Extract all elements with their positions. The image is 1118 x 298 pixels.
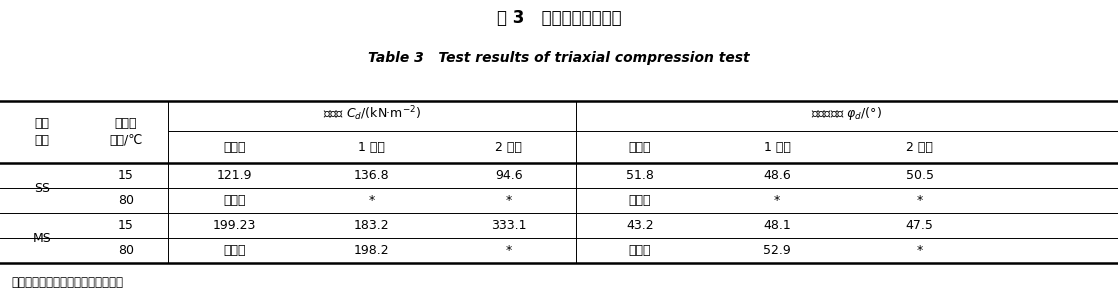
Text: 2 月后: 2 月后 [906,141,934,154]
Text: 43.2: 43.2 [626,219,654,232]
Text: *: * [917,194,922,207]
Text: 未测定: 未测定 [224,194,246,207]
Text: *: * [505,194,512,207]
Text: 未测定: 未测定 [628,194,652,207]
Text: 48.1: 48.1 [764,219,790,232]
Text: 未测定: 未测定 [224,244,246,257]
Text: 80: 80 [117,244,134,257]
Text: 内部摩擦角 $\varphi_d$/(°): 内部摩擦角 $\varphi_d$/(°) [812,105,882,122]
Text: 48.6: 48.6 [764,169,790,182]
Text: 试验: 试验 [35,117,49,130]
Text: 15: 15 [117,169,134,182]
Text: *: * [505,244,512,257]
Text: 47.5: 47.5 [906,219,934,232]
Text: 80: 80 [117,194,134,207]
Text: ＊表示膨胀的原因导致试验对象毁坏: ＊表示膨胀的原因导致试验对象毁坏 [11,276,123,289]
Text: 恒温槽: 恒温槽 [114,117,138,130]
Text: 未测定: 未测定 [628,244,652,257]
Text: 15: 15 [117,219,134,232]
Text: 黏着力 $C_d$/(kN·m$^{-2}$): 黏着力 $C_d$/(kN·m$^{-2}$) [323,104,420,122]
Text: 94.6: 94.6 [495,169,522,182]
Text: 52.9: 52.9 [764,244,790,257]
Text: 对象: 对象 [35,134,49,148]
Text: 50.5: 50.5 [906,169,934,182]
Text: *: * [369,194,375,207]
Text: 1 月后: 1 月后 [764,141,790,154]
Text: SS: SS [34,182,50,195]
Text: 温度/℃: 温度/℃ [110,134,142,148]
Text: 136.8: 136.8 [354,169,389,182]
Text: 198.2: 198.2 [354,244,389,257]
Text: 1 月后: 1 月后 [358,141,386,154]
Text: Table 3   Test results of triaxial compression test: Table 3 Test results of triaxial compres… [368,51,750,65]
Text: 2 月后: 2 月后 [495,141,522,154]
Text: 333.1: 333.1 [491,219,527,232]
Text: 制作时: 制作时 [224,141,246,154]
Text: MS: MS [32,232,51,245]
Text: 121.9: 121.9 [217,169,253,182]
Text: 183.2: 183.2 [354,219,389,232]
Text: *: * [917,244,922,257]
Text: 199.23: 199.23 [214,219,256,232]
Text: *: * [774,194,780,207]
Text: 制作时: 制作时 [628,141,652,154]
Text: 51.8: 51.8 [626,169,654,182]
Text: 表 3   三轴压缩试验结果: 表 3 三轴压缩试验结果 [496,9,622,27]
